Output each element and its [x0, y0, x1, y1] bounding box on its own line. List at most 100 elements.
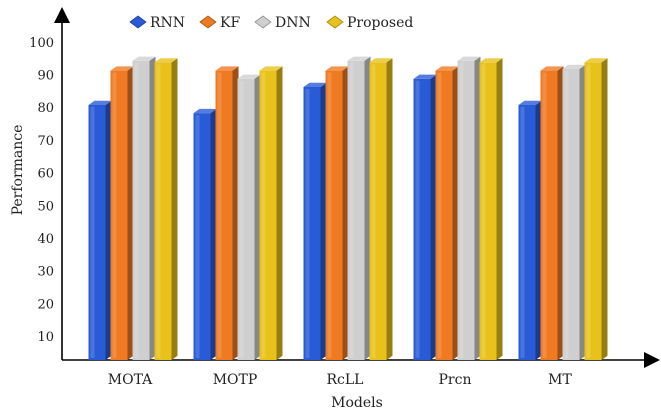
bar-top [584, 58, 608, 63]
bar-top [215, 66, 239, 71]
bar-side [171, 58, 178, 360]
bar-top [132, 56, 156, 61]
bar-highlight [542, 72, 547, 358]
legend-label: KF [220, 15, 240, 31]
bar-highlight [327, 72, 332, 358]
bar-top [479, 58, 503, 63]
bar-highlight [459, 62, 464, 359]
bar [369, 58, 393, 361]
legend: RNN KF DNN Proposed [129, 15, 413, 31]
legend-swatch [326, 15, 344, 29]
bar-highlight [134, 62, 139, 359]
y-tick-label: 60 [37, 167, 54, 182]
bar-side [276, 66, 283, 360]
bar-side [127, 66, 134, 360]
bar [562, 64, 586, 361]
bar-highlight [195, 115, 200, 359]
bar-highlight [564, 70, 569, 358]
x-axis-title: Models [331, 395, 383, 411]
bar-side [386, 58, 393, 360]
bar-group: RcLL [303, 56, 393, 388]
bar-top [457, 56, 481, 61]
y-tick-label: 10 [37, 330, 54, 345]
y-tick-label: 50 [37, 199, 54, 214]
x-tick-label: MOTP [213, 372, 258, 388]
bar [413, 74, 437, 360]
bar-highlight [217, 72, 222, 358]
y-tick-label: 20 [37, 297, 54, 312]
bar-highlight [437, 72, 442, 358]
bar [215, 66, 239, 360]
bar-side [557, 66, 564, 360]
bar-top [518, 100, 542, 105]
bar-side [474, 56, 481, 360]
bar-top [154, 58, 178, 63]
bar-highlight [371, 64, 376, 359]
bar-group: MT [518, 58, 608, 388]
bar-side [535, 100, 542, 361]
bar-side [601, 58, 608, 360]
bar-side [342, 66, 349, 360]
bar [110, 66, 134, 360]
y-tick-label: 100 [29, 36, 54, 51]
bar-top [435, 66, 459, 71]
bars-group: MOTA MOTP RcLL Prcn MT [88, 56, 608, 388]
bar-highlight [239, 80, 244, 358]
bar-top [303, 82, 327, 87]
bar-top [540, 66, 564, 71]
bar-side [430, 74, 437, 360]
bar [540, 66, 564, 360]
y-tick-label: 30 [37, 265, 54, 280]
y-axis: 10 20 30 40 50 60 70 80 90 100 [29, 7, 70, 360]
legend-swatch [129, 15, 147, 29]
bar-top [88, 100, 112, 105]
y-tick-label: 40 [37, 232, 54, 247]
x-tick-label: RcLL [327, 372, 364, 388]
bar-highlight [520, 106, 525, 358]
bar [435, 66, 459, 360]
bar-highlight [305, 88, 310, 358]
bar-top [347, 56, 371, 61]
bar-top [259, 66, 283, 71]
bar-highlight [90, 106, 95, 358]
bar-group: Prcn [413, 56, 503, 388]
bar-highlight [261, 72, 266, 358]
x-tick-label: MT [548, 372, 572, 388]
bar-side [320, 82, 327, 360]
bar [259, 66, 283, 360]
legend-label: RNN [150, 15, 185, 31]
bar [132, 56, 156, 361]
x-tick-label: Prcn [439, 372, 472, 388]
bar [193, 108, 217, 361]
bar-side [496, 58, 503, 360]
bar-side [210, 108, 217, 360]
y-tick-label: 80 [37, 101, 54, 116]
bar-top [237, 74, 261, 79]
bar [347, 56, 371, 361]
bar-side [149, 56, 156, 360]
y-axis-title: Performance [10, 125, 26, 216]
legend-item: Proposed [326, 15, 413, 31]
y-tick-label: 90 [37, 69, 54, 84]
bar [479, 58, 503, 361]
bar-top [562, 64, 586, 69]
x-tick-label: MOTA [108, 372, 153, 388]
legend-item: RNN [129, 15, 185, 31]
bar [303, 82, 327, 360]
legend-swatch [254, 15, 272, 29]
bar [325, 66, 349, 360]
bar [584, 58, 608, 361]
bar-group: MOTP [193, 66, 283, 388]
bar-top [110, 66, 134, 71]
bar-side [364, 56, 371, 360]
bar [88, 100, 112, 361]
bar [518, 100, 542, 361]
bar-highlight [112, 72, 117, 358]
legend-label: DNN [275, 15, 311, 31]
bar-top [413, 74, 437, 79]
bar-side [254, 74, 261, 360]
bar [237, 74, 261, 360]
bar-highlight [156, 64, 161, 359]
bar-side [452, 66, 459, 360]
